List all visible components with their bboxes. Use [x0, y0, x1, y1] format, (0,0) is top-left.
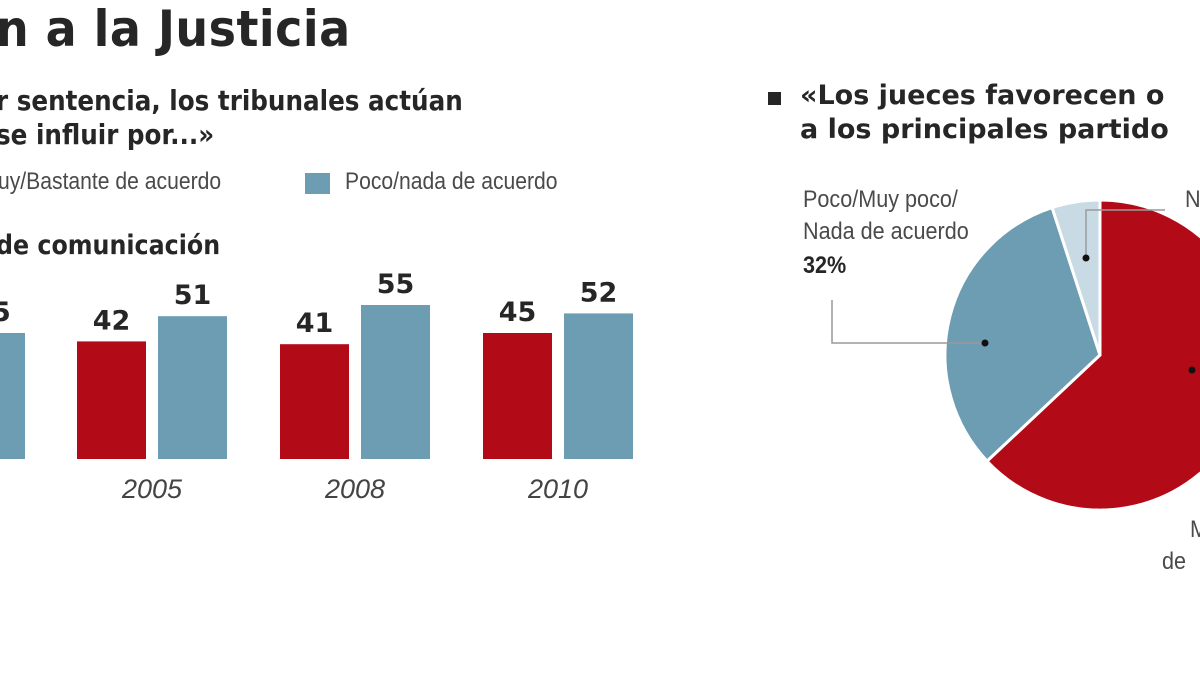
- data-label: 51: [174, 280, 212, 311]
- legend-label-disagree: Poco/nada de acuerdo: [345, 168, 558, 195]
- leader-line-lightblue: [1085, 209, 1165, 258]
- legend-label-agree: uy/Bastante de acuerdo: [0, 168, 222, 195]
- pie-label-disagree-line-1: Poco/Muy poco/: [803, 186, 958, 213]
- x-tick-label: 2005: [121, 474, 183, 504]
- pie-slice-0: [984, 198, 1200, 512]
- x-tick-label: 2008: [324, 474, 385, 504]
- chart-subtitle-line-2: se influir por...»: [0, 118, 215, 151]
- data-label: 45: [499, 297, 537, 328]
- leader-line-disagree: [831, 300, 985, 344]
- pie-slice-2: [1050, 198, 1102, 356]
- bar-agree-2010: [483, 333, 552, 459]
- chart-subtitle-line-1: r sentencia, los tribunales actúan: [0, 84, 463, 117]
- data-label: 5: [0, 297, 11, 328]
- pie-title-line-1: «Los jueces favorecen o: [800, 80, 1165, 111]
- bar-disagree-2005: [158, 316, 227, 459]
- legend-swatch-disagree: [305, 173, 330, 194]
- pie-label-disagree-value: 32%: [803, 252, 847, 279]
- chart-title: n a la Justicia: [0, 0, 351, 58]
- pie-label-red-partial-1: M: [1190, 514, 1200, 546]
- data-label: 41: [296, 308, 334, 339]
- leader-dot-lightblue: [1082, 254, 1090, 262]
- data-label: 55: [377, 269, 415, 300]
- bar-disagree-2010: [564, 313, 633, 459]
- pie-label-lightblue-partial: N: [1185, 186, 1200, 213]
- category-label: de comunicación: [0, 230, 221, 261]
- leader-dot-disagree: [981, 339, 989, 347]
- bar-agree-2005: [77, 341, 146, 459]
- bullet-icon: [768, 92, 781, 105]
- bar-disagree-2008: [361, 305, 430, 459]
- pie-label-disagree-line-2: Nada de acuerdo: [803, 218, 969, 245]
- bar-disagree-partial: [0, 333, 25, 459]
- bar-chart: 5 42 51 2005 41 55 2008 45 52 2010: [0, 269, 633, 504]
- bar-agree-2008: [280, 344, 349, 459]
- pie-title-line-2: a los principales partido: [800, 114, 1169, 145]
- data-label: 52: [580, 277, 618, 308]
- leader-dot-red: [1188, 366, 1196, 374]
- pie-label-red-partial-2: de: [1162, 548, 1187, 575]
- data-label: 42: [93, 305, 131, 336]
- x-tick-label: 2010: [527, 474, 588, 504]
